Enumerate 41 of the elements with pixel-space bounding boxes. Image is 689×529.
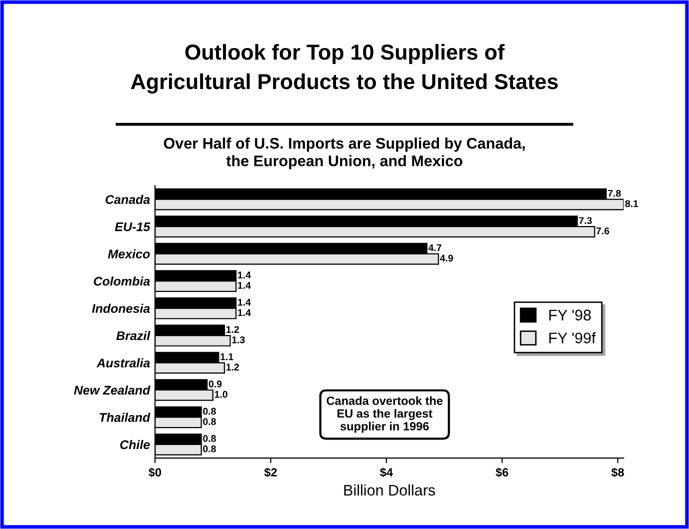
y-tick-label: Brazil bbox=[116, 330, 150, 340]
y-tick-label: Colombia bbox=[94, 276, 150, 286]
data-label: 1.3 bbox=[232, 336, 245, 344]
y-tick-label: Canada bbox=[106, 194, 150, 204]
data-label: 7.6 bbox=[596, 227, 610, 234]
y-tick-label: Chile bbox=[120, 440, 150, 450]
chart-subtitle: Over Half of U.S. Imports are Supplied by Canada, the European Union, and Mexico bbox=[164, 138, 525, 170]
x-tick-label: $4 bbox=[380, 468, 393, 478]
data-label: 0.8 bbox=[203, 418, 216, 426]
data-label: 8.1 bbox=[625, 200, 638, 208]
data-label: 7.8 bbox=[608, 190, 621, 197]
data-label: 1.4 bbox=[238, 298, 251, 306]
legend-label: FY '98 bbox=[549, 310, 591, 321]
data-label: 1.1 bbox=[220, 353, 234, 360]
y-tick-label: Mexico bbox=[108, 249, 150, 258]
data-label: 1.0 bbox=[214, 390, 228, 398]
legend-label: FY '99f bbox=[549, 332, 596, 344]
data-label: 7.3 bbox=[579, 217, 592, 224]
data-label: 4.9 bbox=[440, 254, 453, 262]
y-tick-label: Australia bbox=[96, 358, 150, 368]
data-label: 1.4 bbox=[238, 282, 251, 289]
x-axis-title: Billion Dollars bbox=[344, 484, 436, 496]
data-label: 0.8 bbox=[203, 408, 216, 415]
data-label: 4.7 bbox=[428, 244, 442, 252]
x-tick-label: $2 bbox=[264, 468, 277, 478]
data-label: 1.2 bbox=[226, 364, 239, 370]
x-tick-label: $8 bbox=[611, 468, 624, 478]
y-tick-label: Indonesia bbox=[92, 304, 150, 313]
x-tick-label: $0 bbox=[148, 468, 162, 478]
y-tick-label: Thailand bbox=[100, 412, 150, 422]
y-tick-label: New Zealand bbox=[74, 385, 150, 395]
data-label: 1.2 bbox=[226, 326, 239, 333]
x-tick-label: $6 bbox=[496, 468, 508, 478]
chart-title: Outlook for Top 10 Suppliers of Agricultural Products to the United States bbox=[130, 44, 558, 94]
data-label: 0.8 bbox=[203, 435, 216, 442]
data-label: 1.4 bbox=[238, 309, 251, 316]
y-tick-label: EU-15 bbox=[114, 222, 150, 232]
data-label: 1.4 bbox=[238, 272, 251, 278]
data-label: 0.9 bbox=[208, 380, 222, 388]
annotation: Canada overtook the EU as the largest supplier in 1996 bbox=[326, 396, 443, 433]
data-label: 0.8 bbox=[203, 445, 216, 452]
